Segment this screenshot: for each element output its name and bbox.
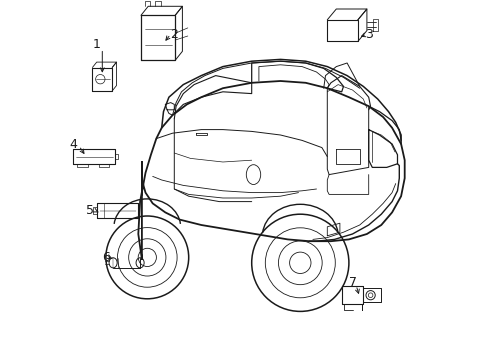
Text: 5: 5 xyxy=(85,204,94,217)
Text: 1: 1 xyxy=(93,39,101,51)
Text: 3: 3 xyxy=(364,28,372,41)
Text: 2: 2 xyxy=(170,28,178,41)
Text: 6: 6 xyxy=(102,251,110,264)
Text: 7: 7 xyxy=(348,276,356,289)
Text: 4: 4 xyxy=(69,138,77,150)
